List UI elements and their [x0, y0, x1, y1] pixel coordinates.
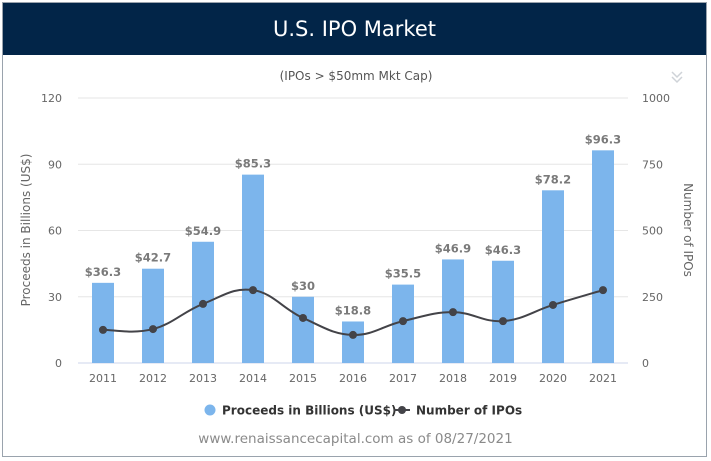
- y-right-tick-label: 750: [642, 158, 663, 171]
- ipo-point-2020: [549, 300, 557, 309]
- x-tick-label: 2018: [439, 372, 467, 385]
- x-tick-label: 2014: [239, 372, 267, 385]
- legend-item-ipos[interactable]: Number of IPOs: [394, 404, 522, 418]
- bar-2011: [92, 282, 114, 363]
- legend: Proceeds in Billions (US$) Number of IPO…: [204, 404, 522, 418]
- y-right-tick-label: 0: [642, 357, 649, 370]
- ipo-point-2014: [249, 286, 257, 295]
- ipo-point-2019: [499, 317, 507, 326]
- x-tick-label: 2017: [389, 372, 417, 385]
- bar-data-label: $36.3: [85, 265, 121, 279]
- bar-data-label: $35.5: [385, 267, 421, 281]
- ipo-point-2013: [199, 299, 207, 308]
- x-tick-label: 2021: [589, 372, 617, 385]
- bar-data-label: $46.3: [485, 243, 521, 257]
- legend-label-ipos: Number of IPOs: [416, 404, 522, 418]
- y-left-axis-label: Proceeds in Billions (US$): [19, 154, 33, 307]
- x-tick-label: 2019: [489, 372, 517, 385]
- x-tick-label: 2011: [89, 372, 117, 385]
- ipo-point-2015: [299, 313, 307, 322]
- y-right-tick-label: 250: [642, 291, 663, 304]
- bar-2020: [542, 190, 564, 363]
- ipo-point-2018: [449, 308, 457, 317]
- ipo-point-2021: [599, 286, 607, 295]
- y-right-axis-label: Number of IPOs: [681, 183, 695, 277]
- bar-data-label: $18.8: [335, 303, 371, 317]
- bar-2012: [142, 268, 164, 363]
- ipo-point-2017: [399, 317, 407, 326]
- chart-header: U.S. IPO Market: [3, 3, 706, 55]
- bar-2021: [592, 150, 614, 363]
- bar-data-label: $54.9: [185, 224, 221, 238]
- y-left-tick-label: 0: [55, 357, 62, 370]
- bar-data-label: $78.2: [535, 172, 571, 186]
- bar-data-label: $42.7: [135, 251, 171, 265]
- x-tick-label: 2016: [339, 372, 367, 385]
- y-left-tick-label: 120: [41, 92, 62, 105]
- y-right-tick-label: 500: [642, 225, 663, 238]
- ipo-point-2012: [149, 325, 157, 334]
- legend-label-proceeds: Proceeds in Billions (US$): [222, 404, 397, 418]
- bar-data-label: $46.9: [435, 241, 471, 255]
- x-tick-label: 2015: [289, 372, 317, 385]
- bar-2019: [492, 260, 514, 363]
- x-tick-label: 2013: [189, 372, 217, 385]
- bar-data-label: $30: [291, 279, 315, 293]
- y-left-tick-label: 90: [48, 158, 62, 171]
- x-tick-label: 2012: [139, 372, 167, 385]
- bar-2016: [342, 321, 364, 363]
- ipo-point-2011: [99, 325, 107, 334]
- y-left-tick-label: 60: [48, 225, 62, 238]
- bar-data-label: $96.3: [585, 132, 621, 146]
- legend-item-proceeds[interactable]: Proceeds in Billions (US$): [204, 404, 397, 418]
- chart-frame: [2, 2, 707, 457]
- bar-data-label: $85.3: [235, 157, 271, 171]
- bar-2015: [292, 296, 314, 363]
- source-footer: www.renaissancecapital.com as of 08/27/2…: [198, 431, 513, 447]
- ipo-point-2016: [349, 330, 357, 339]
- y-left-tick-label: 30: [48, 291, 62, 304]
- y-right-tick-label: 1000: [642, 92, 670, 105]
- bar-2014: [242, 174, 264, 363]
- chart-subtitle: (IPOs > $50mm Mkt Cap): [280, 69, 433, 83]
- x-tick-label: 2020: [539, 372, 567, 385]
- double-chevron-down-icon[interactable]: [671, 71, 683, 84]
